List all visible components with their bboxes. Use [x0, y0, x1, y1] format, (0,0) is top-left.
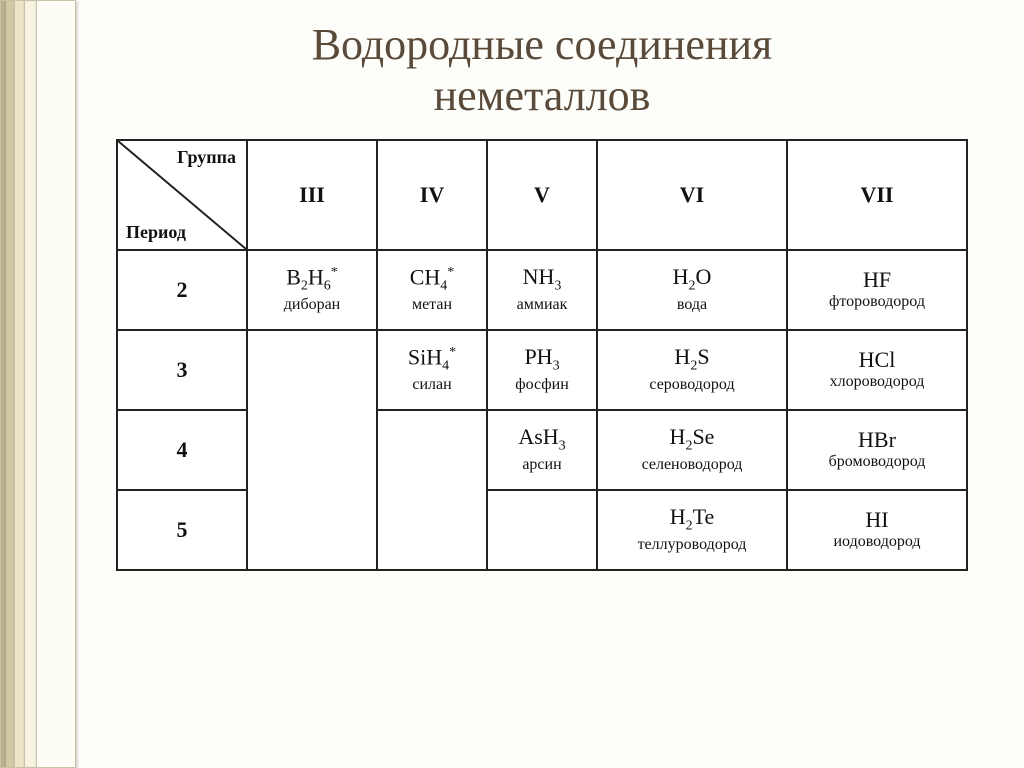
compound-name: сероводород [606, 376, 778, 394]
table-row: 3 SiH4* силан PH3 фосфин H2S сероводород… [117, 330, 967, 410]
cell-3-VI: H2S сероводород [597, 330, 787, 410]
formula: H2S [606, 346, 778, 373]
col-header-VI: VI [597, 140, 787, 250]
col-header-III: III [247, 140, 377, 250]
cell-5-VII: HI иодоводород [787, 490, 967, 570]
compound-name: фосфин [496, 376, 588, 394]
col-header-VII: VII [787, 140, 967, 250]
col-header-IV: IV [377, 140, 487, 250]
col-header-V: V [487, 140, 597, 250]
formula: B2H6* [256, 266, 368, 294]
compound-name: метан [386, 296, 478, 314]
diagonal-header: Группа Период [117, 140, 247, 250]
cell-5-VI: H2Te теллуроводород [597, 490, 787, 570]
header-period-label: Период [126, 222, 186, 243]
compound-name: арсин [496, 456, 588, 474]
slide-content: Водородные соединения неметаллов Группа … [80, 10, 1004, 571]
cell-4-VII: HBr бромоводород [787, 410, 967, 490]
formula: H2Se [606, 426, 778, 453]
compound-name: иодоводород [796, 533, 958, 551]
compound-name: фтороводород [796, 293, 958, 311]
cell-3-VII: HCl хлороводород [787, 330, 967, 410]
compound-name: бромоводород [796, 453, 958, 471]
cell-2-VII: HF фтороводород [787, 250, 967, 330]
cell-3-IV: SiH4* силан [377, 330, 487, 410]
compound-name: аммиак [496, 296, 588, 314]
compounds-table: Группа Период III IV V VI VII 2 B2H6* ди… [116, 139, 968, 571]
formula: HF [796, 269, 958, 291]
title-line-2: неметаллов [434, 71, 651, 120]
cell-4-VI: H2Se селеноводород [597, 410, 787, 490]
formula: H2Te [606, 506, 778, 533]
empty-block-V [487, 490, 597, 570]
title-line-1: Водородные соединения [312, 20, 773, 69]
formula: HBr [796, 429, 958, 451]
formula: HI [796, 509, 958, 531]
formula: CH4* [386, 266, 478, 294]
cell-4-V: AsH3 арсин [487, 410, 597, 490]
compound-name: диборан [256, 296, 368, 314]
formula: SiH4* [386, 346, 478, 374]
compound-name: хлороводород [796, 373, 958, 391]
compound-name: силан [386, 376, 478, 394]
row-header-5: 5 [117, 490, 247, 570]
decorative-sidebar [0, 0, 60, 768]
formula: H2O [606, 266, 778, 293]
cell-2-V: NH3 аммиак [487, 250, 597, 330]
formula: AsH3 [496, 426, 588, 453]
cell-2-VI: H2O вода [597, 250, 787, 330]
sidebar-layer [36, 0, 76, 768]
cell-3-V: PH3 фосфин [487, 330, 597, 410]
table-row: 4 AsH3 арсин H2Se селеноводород HBr бром… [117, 410, 967, 490]
table-row: 5 H2Te теллуроводород HI иодоводород [117, 490, 967, 570]
formula: PH3 [496, 346, 588, 373]
compound-name: вода [606, 296, 778, 314]
compound-name: теллуроводород [606, 536, 778, 554]
empty-block-IV [377, 410, 487, 570]
formula: NH3 [496, 266, 588, 293]
empty-block-III [247, 330, 377, 570]
header-group-label: Группа [177, 147, 236, 168]
row-header-2: 2 [117, 250, 247, 330]
row-header-4: 4 [117, 410, 247, 490]
page-title: Водородные соединения неметаллов [80, 20, 1004, 121]
cell-2-IV: CH4* метан [377, 250, 487, 330]
compound-name: селеноводород [606, 456, 778, 474]
formula: HCl [796, 349, 958, 371]
cell-2-III: B2H6* диборан [247, 250, 377, 330]
row-header-3: 3 [117, 330, 247, 410]
table-row: 2 B2H6* диборан CH4* метан NH3 аммиак H2… [117, 250, 967, 330]
header-row: Группа Период III IV V VI VII [117, 140, 967, 250]
